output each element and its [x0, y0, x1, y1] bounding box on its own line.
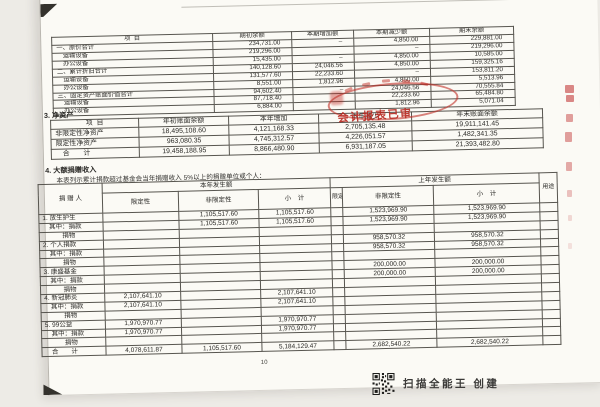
cell-value: [331, 225, 344, 235]
cell-value: [333, 331, 346, 342]
col-header-unrestricted: 非限定性: [178, 189, 259, 212]
donations-table: 捐 赠 人 本年发生额 上年发生额 用途 限定性 非限定性 小 计 限定性 非限…: [38, 172, 562, 357]
red-margin-mark: [566, 162, 572, 171]
red-margin-mark: [567, 190, 572, 197]
cell-value: [542, 300, 561, 310]
col-header-unrestricted: 非限定性: [342, 185, 434, 208]
cell-value: [540, 246, 559, 257]
col-header-subtotal: 小 计: [433, 182, 540, 206]
cell-value: 19,458,188.95: [139, 145, 230, 158]
red-margin-mark: [566, 95, 574, 102]
cell-value: [540, 229, 559, 239]
cell-value: 2,682,540.22: [436, 336, 544, 348]
col-header-donor: 捐 赠 人: [38, 183, 103, 215]
cell-value: [333, 305, 346, 315]
cell-value: [540, 237, 559, 248]
cell-value: [539, 202, 558, 212]
cell-value: [541, 264, 560, 274]
stamp-arc-mark: [402, 79, 411, 84]
col-header-purpose: 用途: [538, 172, 558, 203]
cell-value: [332, 278, 345, 288]
cell-value: [542, 317, 561, 328]
cell-value: 1,105,517.60: [181, 342, 263, 354]
cell-value: [541, 273, 560, 283]
cell-value: 2,682,540.22: [345, 338, 438, 350]
cell-value: [541, 282, 560, 292]
cell-value: 6,931,187.05: [319, 140, 413, 154]
cell-value: 4,078,611.87: [105, 344, 183, 356]
cell-value: [330, 207, 343, 217]
cell-value: 6,884.00: [214, 103, 294, 113]
cell-value: [542, 309, 561, 319]
qr-code: [372, 373, 395, 395]
cell-value: [542, 326, 561, 337]
cell-value: 5,184,129.47: [261, 341, 335, 352]
cell-value: [542, 335, 562, 346]
cell-value: [331, 243, 344, 253]
col-header-restricted-narrow: 限定性: [330, 187, 343, 208]
red-margin-mark: [565, 85, 574, 93]
col-header-subtotal: 小 计: [258, 187, 331, 210]
red-margin-mark: [568, 215, 572, 221]
col-header-restricted: 限定性: [102, 191, 179, 214]
cell-value: [330, 216, 344, 226]
cell-value: [331, 260, 345, 270]
cell-value: [333, 314, 346, 324]
cell-value: [333, 340, 347, 350]
red-margin-mark: [566, 114, 573, 122]
red-margin-mark: [568, 243, 572, 249]
row-label: 合 计: [51, 147, 140, 160]
cell-value: 8,866,480.90: [229, 143, 320, 156]
cell-value: [540, 255, 560, 266]
cell-value: [332, 287, 345, 297]
row-label: 合 计: [41, 346, 107, 357]
scan-app-credit: 扫描全能王 创建: [403, 378, 500, 390]
cell-value: [332, 296, 346, 306]
cell-value: [333, 323, 346, 333]
cell-value: [539, 211, 559, 221]
cell-value: [331, 251, 344, 262]
stamp-emblem-mark: [329, 90, 344, 106]
cell-value: [332, 269, 345, 279]
cell-value: [541, 291, 560, 301]
red-margin-mark: [565, 132, 572, 142]
stamp-arc-mark: [381, 79, 391, 83]
cell-value: [540, 220, 559, 230]
page-number: 10: [260, 359, 268, 366]
cell-value: [331, 234, 344, 244]
